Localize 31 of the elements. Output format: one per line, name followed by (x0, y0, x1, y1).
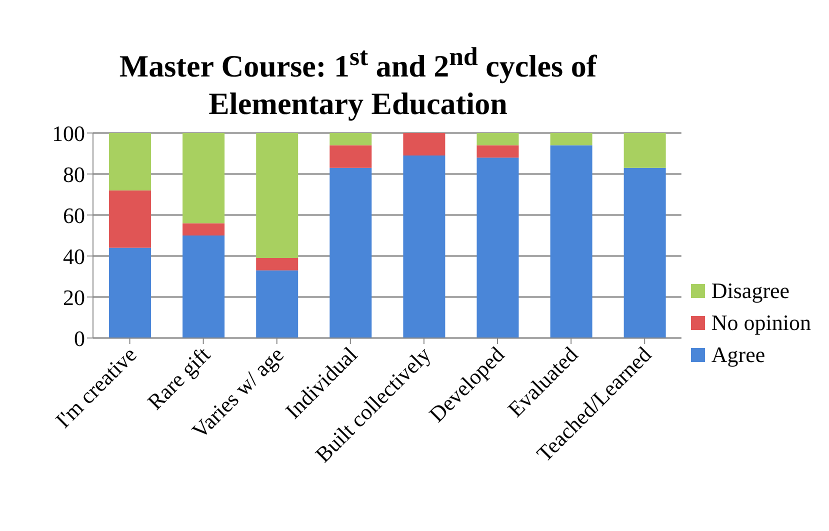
legend-label: Disagree (711, 278, 790, 304)
bar (476, 158, 519, 338)
y-tick-label: 0 (74, 326, 85, 351)
bar (403, 133, 446, 156)
bar (330, 168, 372, 338)
bar (182, 236, 225, 338)
bar (403, 156, 446, 338)
legend-label: Agree (711, 342, 766, 368)
bar (182, 223, 225, 236)
y-tick-label: 60 (63, 202, 85, 228)
bar (109, 190, 151, 248)
bar (476, 133, 519, 146)
bar (476, 145, 519, 158)
bar (182, 133, 225, 224)
bar (624, 168, 666, 338)
bar (550, 133, 592, 146)
bar (256, 270, 298, 338)
bar (330, 145, 372, 168)
bar (330, 133, 372, 146)
bar (256, 258, 298, 270)
chart-title: Master Course: 1$^{st}$ and 2$^{nd}$ cycles of Elementary Education (119, 42, 597, 122)
y-tick-label: 100 (52, 120, 85, 146)
bar (624, 133, 666, 168)
bar (109, 133, 151, 190)
bar (256, 133, 298, 258)
bar (109, 248, 151, 338)
y-tick-label: 20 (63, 284, 85, 310)
y-tick-label: 40 (63, 244, 85, 269)
bar (550, 145, 592, 338)
y-tick-label: 80 (63, 162, 85, 187)
legend-label: No opinion (711, 310, 811, 336)
